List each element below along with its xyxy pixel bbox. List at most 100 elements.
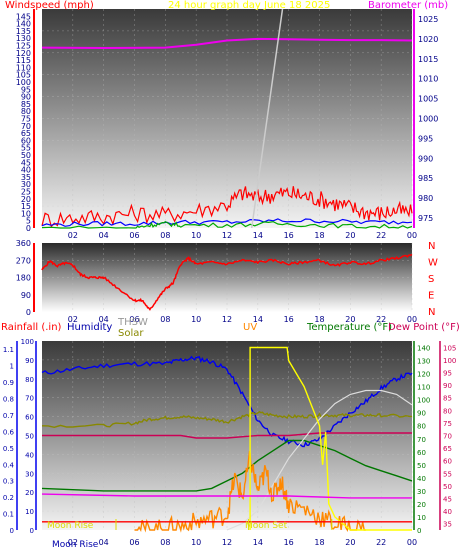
x-tick-label: 10 [191,538,201,547]
wind-tick-label: 80 [21,107,31,116]
wind-tick-label: 70 [21,122,31,131]
wind-tick-label: 115 [16,56,31,65]
right1-tick-label: 130 [417,358,430,366]
x-tick-label: 22 [376,315,386,324]
x-tick-label: 14 [253,538,263,547]
header-date: 24 hour graph day June 18 2025 [168,0,330,11]
baro-tick-label: 975 [418,214,433,223]
baro-tick-label: 1000 [418,115,438,124]
wind-line [41,220,413,229]
right1-tick-label: 10 [417,514,426,522]
x-tick-label: 02 [68,315,78,324]
series-3 [41,346,413,533]
x-tick-label: 02 [68,538,78,547]
x-tick-label: 02 [68,231,78,240]
wind-tick-label: 10 [21,209,31,218]
compass-label: S [428,274,434,285]
right1-tick-label: 50 [417,462,426,470]
humidity-tick-label: 40 [25,451,34,459]
x-tick-label: 10 [191,315,201,324]
compass-label: E [428,291,434,302]
right1-tick-label: 100 [417,397,430,405]
rain-tick-label: 0.8 [3,396,14,404]
wind-tick-label: 110 [16,63,31,72]
x-tick-label: 06 [129,231,139,240]
right2-tick-label: 100 [443,357,456,365]
wind-tick-label: 20 [21,195,31,204]
weather-line [134,450,366,533]
wind-tick-label: 40 [21,166,31,175]
header-uv: UV [243,322,257,333]
wind-line [41,218,413,227]
right1-tick-label: 0 [417,527,421,535]
x-tick-label: 22 [376,538,386,547]
x-tick-label: 10 [191,231,201,240]
compass-label: N [428,241,435,252]
right1-tick-label: 70 [417,436,426,444]
wind-tick-label: 60 [21,136,31,145]
header-dewpoint: Dew Point (°F) [388,322,459,333]
series-1 [41,8,413,229]
baro-tick-label: 990 [418,154,433,163]
rain-tick-label: 0.9 [3,379,14,387]
right1-tick-label: 140 [417,345,430,353]
wind-tick-label: 50 [21,151,31,160]
wind-tick-label: 135 [16,27,31,36]
wind-tick-label: 15 [21,202,31,211]
x-tick-label: 16 [284,315,294,324]
barometer-line [41,37,413,50]
wind-line [41,186,413,228]
wind-tick-label: 65 [21,129,31,138]
rain-tick-label: 0.6 [3,428,15,436]
direction-tick-label: 90 [21,291,31,300]
wind-tick-label: 35 [21,173,31,182]
x-tick-label: 20 [345,315,355,324]
ticks-1: 02 04 06 08 10 12 14 16 18 20 22 000510152025303540… [16,12,439,240]
right2-tick-label: 85 [443,395,452,403]
rain-tick-label: 0.7 [3,412,14,420]
x-tick-label: 00 [407,231,417,240]
baro-tick-label: 1020 [418,35,438,44]
right2-tick-label: 45 [443,496,452,504]
wind-tick-label: 105 [16,71,31,80]
x-tick-label: 04 [99,231,109,240]
header-barometer: Barometer (mb) [368,0,448,11]
rain-tick-label: 0 [10,527,14,535]
rain-tick-label: 1 [10,363,14,371]
header-rainfall: Rainfall (.in) [1,322,62,333]
wind-tick-label: 25 [21,188,31,197]
x-tick-label: 20 [345,231,355,240]
header-windspeed: Windspeed (mph) [5,0,94,11]
x-tick-label: 18 [314,538,324,547]
moon-rise-label-1: Moon Rise [47,521,94,531]
wind-tick-label: 0 [26,224,31,233]
baro-tick-label: 1005 [418,95,438,104]
wind-tick-label: 120 [16,49,31,58]
right1-tick-label: 40 [417,475,426,483]
header-humidity: Humidity [67,322,112,333]
humidity-tick-label: 100 [21,338,34,346]
compass-label: W [428,258,438,269]
right2-tick-label: 90 [443,382,452,390]
right1-tick-label: 120 [417,371,430,379]
weather-panel: Rainfall (.in) Humidity THSW Solar UV Te… [1,317,459,550]
weather-line [42,432,412,439]
right1-tick-label: 90 [417,410,426,418]
moon-rise-label-2: Moon Rise [52,540,99,550]
wind-tick-label: 140 [16,20,31,29]
wind-tick-label: 90 [21,93,31,102]
wind-tick-label: 55 [21,144,31,153]
grid-3 [42,341,413,530]
baro-tick-label: 1015 [418,55,438,64]
x-tick-label: 08 [160,231,170,240]
x-tick-label: 06 [129,538,139,547]
x-tick-label: 18 [314,231,324,240]
x-tick-label: 08 [160,538,170,547]
baro-tick-label: 1025 [418,15,438,24]
rain-tick-label: 0.1 [3,511,14,519]
wind-tick-label: 125 [16,42,31,51]
